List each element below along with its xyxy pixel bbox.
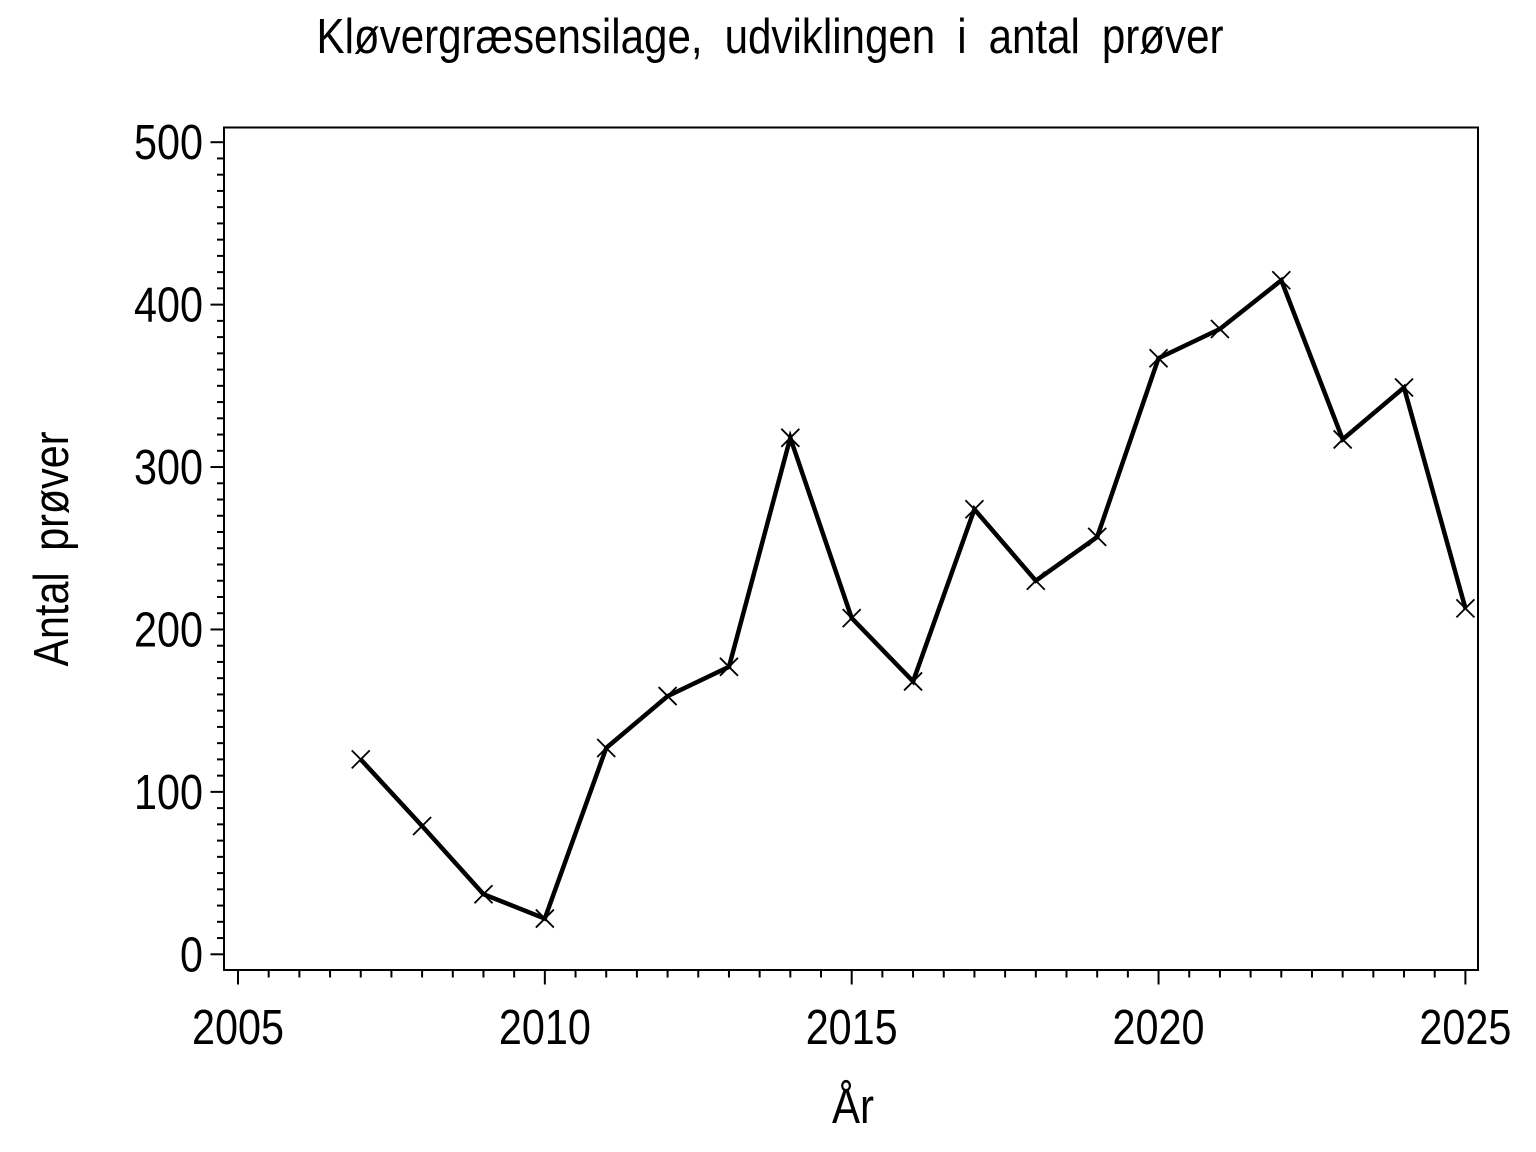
marker-stroke — [964, 499, 985, 519]
data-point-marker — [903, 671, 923, 692]
data-point-marker — [535, 908, 555, 929]
marker-stroke — [780, 428, 800, 448]
data-series-layer — [351, 270, 1476, 929]
y-axis-label: Antal prøver — [25, 432, 79, 667]
y-tick-label: 300 — [134, 441, 203, 495]
marker-stroke — [1455, 598, 1476, 618]
marker-stroke — [535, 908, 555, 929]
data-line — [359, 276, 1468, 922]
marker-stroke — [351, 749, 371, 770]
data-point-marker — [1148, 348, 1169, 368]
data-point-marker — [1271, 270, 1291, 290]
y-tick-label: 200 — [134, 603, 203, 657]
marker-stroke — [1333, 429, 1353, 450]
data-point-marker — [1455, 598, 1476, 618]
plot-frame — [223, 126, 1479, 971]
marker-stroke — [1026, 571, 1046, 591]
y-tick-label: 400 — [134, 279, 203, 333]
data-point-marker — [842, 608, 862, 628]
data-point-marker — [1333, 429, 1353, 450]
marker-stroke — [596, 738, 616, 758]
marker-stroke — [1087, 527, 1107, 547]
data-point-marker — [964, 499, 985, 519]
x-tick-label: 2005 — [192, 1001, 284, 1055]
axis-ticks-layer — [210, 141, 1467, 985]
x-tick-label: 2015 — [806, 1001, 898, 1055]
data-point-marker — [351, 749, 371, 770]
marker-stroke — [842, 608, 862, 628]
y-tick-label: 100 — [134, 766, 203, 820]
data-point-marker — [412, 816, 432, 836]
x-tick-label: 2025 — [1419, 1001, 1511, 1055]
marker-stroke — [473, 884, 494, 904]
y-tick-label: 0 — [180, 928, 203, 982]
marker-stroke — [903, 671, 923, 692]
data-point-marker — [719, 657, 739, 677]
marker-stroke — [1271, 270, 1291, 290]
marker-stroke — [1394, 377, 1414, 398]
x-tick-label: 2010 — [499, 1001, 591, 1055]
marker-stroke — [1210, 319, 1230, 339]
tick-labels-layer: 0 100 200 300 400 500 2005 2010 2015 2020 2025 — [134, 116, 1511, 1055]
x-tick-label: 2020 — [1113, 1001, 1205, 1055]
data-point-marker — [1394, 377, 1414, 398]
marker-stroke — [719, 657, 739, 677]
data-point-marker — [473, 884, 494, 904]
data-point-marker — [1087, 527, 1107, 547]
y-tick-label: 500 — [134, 116, 203, 170]
data-point-marker — [1026, 571, 1046, 591]
data-point-marker — [657, 686, 678, 706]
data-point-marker — [1210, 319, 1230, 339]
marker-stroke — [657, 686, 678, 706]
x-axis-label: År — [832, 1080, 874, 1134]
chart-title: Kløvergræsensilage, udviklingen i antal … — [317, 10, 1224, 64]
marker-stroke — [1148, 348, 1169, 368]
marker-stroke — [412, 816, 432, 836]
data-point-marker — [596, 738, 616, 758]
data-point-marker — [780, 428, 800, 448]
